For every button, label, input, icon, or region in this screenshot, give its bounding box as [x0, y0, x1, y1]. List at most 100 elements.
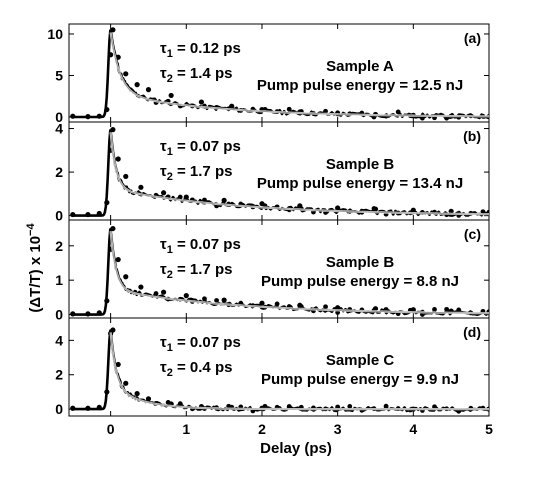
tau1-annotation: τ1 = 0.12 ps: [160, 40, 241, 60]
measured-point: [202, 197, 207, 203]
measured-point: [70, 311, 76, 317]
measured-point: [183, 194, 189, 200]
measured-point: [214, 298, 219, 303]
measured-point: [383, 403, 389, 409]
measured-point: [115, 54, 121, 60]
fit-curve: [110, 231, 489, 314]
measured-point: [110, 225, 116, 232]
panel-plot-area: [70, 225, 489, 317]
y-tick-label: 1: [55, 272, 63, 288]
tau-symbol: τ: [160, 236, 167, 253]
measured-point: [85, 211, 91, 218]
measured-point: [177, 401, 183, 407]
measured-point: [115, 256, 121, 263]
measured-point: [395, 109, 401, 115]
x-tick-label: 5: [485, 421, 493, 437]
y-axis-label: (ΔT/T) x 10−4: [25, 223, 44, 313]
y-tick-label: 0: [55, 401, 63, 417]
panel-label: (c): [464, 226, 481, 242]
pump-energy-label: Pump pulse energy = 12.5 nJ: [257, 77, 463, 94]
measured-point: [371, 206, 377, 211]
y-tick-label: 4: [55, 332, 63, 348]
tau2-value: = 1.7 ps: [173, 163, 233, 180]
measured-trace: [71, 29, 489, 120]
tau-symbol: τ: [160, 163, 167, 180]
measured-point: [110, 127, 116, 133]
fit-curve: [110, 132, 489, 215]
y-axis-label-exponent: −4: [25, 223, 37, 236]
tau-subscript: 2: [167, 73, 173, 85]
x-tick-label: 2: [258, 421, 266, 437]
measured-point: [226, 403, 232, 409]
tau1-value: = 0.07 ps: [173, 236, 241, 253]
measured-point: [138, 184, 144, 190]
panel-plot-area: [70, 127, 489, 218]
measured-point: [432, 307, 437, 312]
measured-point: [85, 405, 91, 411]
tau-symbol: τ: [160, 334, 167, 351]
panel-plot-area: [70, 27, 489, 121]
x-tick-label: 1: [182, 421, 190, 437]
measured-point: [145, 396, 152, 402]
tau-subscript: 2: [167, 269, 173, 281]
pump-energy-label: Pump pulse energy = 13.4 nJ: [257, 175, 463, 192]
measured-point: [104, 199, 110, 206]
measured-point: [115, 156, 121, 162]
y-tick-label: 0: [55, 208, 63, 224]
y-tick-label: 2: [55, 164, 63, 180]
measured-point: [198, 99, 205, 105]
y-axis-label-group: (ΔT/T) x 10−4: [25, 223, 44, 313]
measured-point: [96, 210, 102, 217]
tau-symbol: τ: [160, 359, 167, 376]
measured-point: [123, 380, 129, 386]
measured-point: [70, 113, 76, 119]
measured-point: [115, 361, 121, 368]
measured-point: [160, 190, 167, 196]
tau1-annotation: τ1 = 0.07 ps: [160, 138, 241, 158]
tau2-annotation: τ2 = 0.4 ps: [160, 359, 232, 379]
x-tick-label: 4: [409, 421, 417, 437]
measured-point: [96, 310, 102, 316]
tau1-value: = 0.12 ps: [173, 40, 241, 57]
y-tick-label: 2: [55, 238, 63, 254]
measured-point: [104, 298, 110, 304]
measured-point: [286, 404, 292, 409]
measured-point: [168, 92, 174, 99]
measured-point: [70, 405, 76, 411]
panel-frame: [68, 317, 490, 417]
sample-label: Sample B: [326, 254, 395, 271]
tau-subscript: 1: [167, 48, 173, 60]
y-tick-label: 10: [47, 26, 63, 42]
measured-point: [134, 391, 140, 397]
measured-point: [145, 87, 152, 93]
measured-point: [335, 305, 341, 311]
measured-point: [177, 194, 183, 200]
tau-symbol: τ: [160, 40, 167, 57]
measured-point: [448, 208, 454, 214]
x-axis-label: Delay (ps): [260, 440, 332, 457]
tau1-value: = 0.07 ps: [173, 138, 241, 155]
measured-point: [480, 209, 486, 215]
measured-point: [221, 297, 227, 303]
tau-symbol: τ: [160, 138, 167, 155]
x-tick-label: 0: [107, 421, 115, 437]
measured-point: [104, 106, 110, 113]
measured-point: [110, 27, 116, 33]
y-axis-label-base: (ΔT/T) x 10: [27, 236, 44, 313]
tau2-value: = 0.4 ps: [173, 359, 233, 376]
measured-point: [123, 274, 129, 280]
tau2-annotation: τ2 = 1.4 ps: [160, 65, 232, 85]
measured-point: [444, 306, 450, 312]
tau-subscript: 1: [167, 244, 173, 256]
tau-subscript: 2: [167, 367, 173, 379]
measured-point: [274, 301, 280, 307]
measured-point: [165, 400, 171, 405]
tau-symbol: τ: [160, 261, 167, 278]
measured-point: [286, 106, 292, 112]
measured-point: [96, 404, 102, 411]
